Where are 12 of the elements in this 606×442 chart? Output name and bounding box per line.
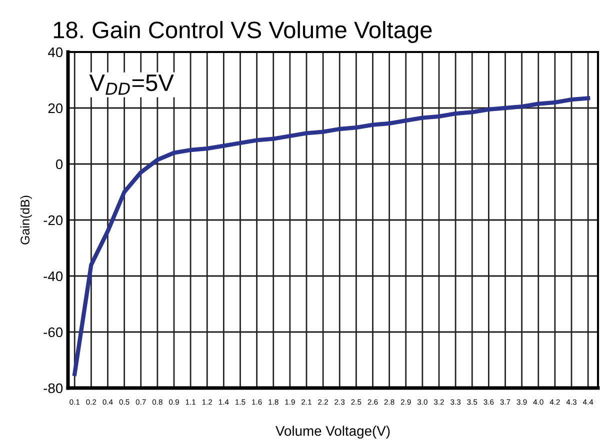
- y-tick-label: 40: [48, 47, 63, 58]
- annotation: V$_{DD}$=5V: [89, 74, 174, 95]
- y-axis-title: Gain(dB): [20, 196, 32, 244]
- x-axis-title: Volume Voltage(V): [276, 426, 390, 439]
- line-series: [72, 96, 590, 376]
- y-tick-label: 0: [56, 159, 63, 170]
- y-tick-label: -20: [44, 215, 63, 226]
- y-tick-label: -80: [44, 383, 63, 394]
- y-tick-label: -60: [44, 327, 63, 338]
- y-tick-label: 20: [48, 103, 63, 114]
- chart-title: 18. Gain Control VS Volume Voltage: [54, 21, 432, 44]
- y-tick-label: -40: [44, 271, 63, 282]
